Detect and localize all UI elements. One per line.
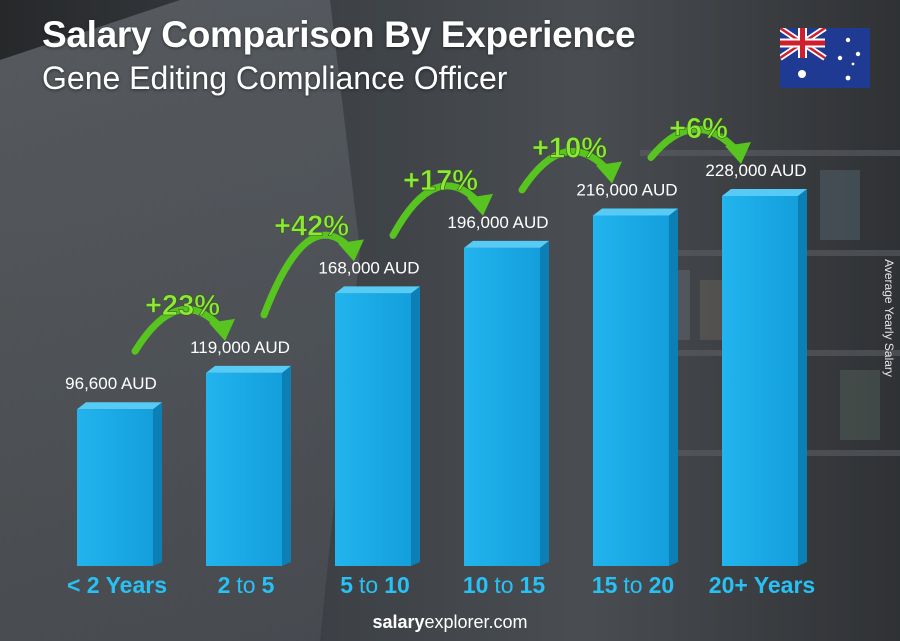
growth-arrow-3: +10% [518, 132, 622, 194]
bar-3 [464, 240, 549, 567]
bar-front [722, 196, 798, 566]
australia-flag-icon [780, 28, 870, 88]
bar-front [335, 293, 411, 566]
arrow-arc [647, 125, 742, 161]
page-title: Salary Comparison By Experience [42, 14, 636, 55]
arrow-arc [260, 231, 355, 319]
bar-side [153, 402, 162, 566]
category-label: < 2 Years [67, 572, 167, 598]
arrow-head-icon [209, 318, 235, 341]
bar-0 [77, 402, 162, 566]
footer-brand: salaryexplorer.com [0, 612, 900, 633]
bar-top [206, 365, 291, 373]
value-label: 96,600 AUD [65, 374, 157, 393]
change-label: +6% [669, 113, 728, 145]
bar-top [464, 240, 549, 248]
bar-1 [206, 365, 291, 566]
bar-front [593, 215, 669, 566]
value-label: 119,000 AUD [190, 338, 290, 357]
change-label: +10% [532, 132, 607, 164]
bar-5 [722, 189, 807, 566]
arrow-arc [518, 147, 613, 194]
page-subtitle: Gene Editing Compliance Officer [42, 60, 508, 96]
value-label: 216,000 AUD [576, 180, 677, 199]
footer-brand-bold: salary [372, 612, 425, 632]
change-label: +17% [403, 165, 478, 197]
category-label: 20+ Years [709, 572, 815, 598]
bar-top [335, 286, 420, 294]
arrow-head-icon [725, 142, 751, 164]
bar-front [77, 409, 153, 566]
growth-arrow-2: +17% [389, 165, 493, 239]
change-label: +42% [274, 210, 349, 242]
growth-arrow-4: +6% [647, 113, 751, 164]
bar-side [540, 240, 549, 567]
bar-4 [593, 208, 678, 566]
growth-arrow-1: +42% [260, 210, 364, 319]
bar-side [282, 365, 291, 566]
arrow-head-icon [596, 161, 622, 184]
category-label: 5 to 10 [340, 572, 410, 598]
change-label: +23% [145, 290, 220, 322]
arrow-arc [389, 182, 484, 239]
bar-side [669, 208, 678, 566]
value-label: 228,000 AUD [705, 161, 806, 180]
arrow-head-icon [338, 239, 364, 262]
bar-top [77, 402, 162, 410]
arrow-head-icon [467, 193, 493, 216]
bar-side [798, 189, 807, 566]
category-label: 15 to 20 [592, 572, 674, 598]
bar-top [722, 189, 807, 196]
bar-front [206, 372, 282, 566]
growth-arrow-0: +23% [131, 290, 235, 355]
bar-side [411, 286, 420, 566]
bar-2 [335, 286, 420, 566]
category-label: 2 to 5 [218, 572, 275, 598]
footer-brand-rest: explorer.com [424, 612, 528, 632]
value-label: 196,000 AUD [447, 213, 548, 232]
bar-front [464, 247, 540, 567]
bar-top [593, 208, 678, 216]
category-label: 10 to 15 [463, 572, 546, 598]
arrow-arc [131, 305, 226, 355]
value-label: 168,000 AUD [318, 258, 419, 277]
